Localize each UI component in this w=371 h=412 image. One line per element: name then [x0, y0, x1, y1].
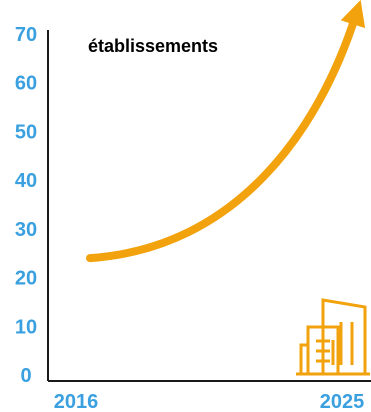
buildings-icon — [296, 298, 370, 376]
y-tick-label: 30 — [15, 219, 37, 241]
annex-building — [299, 343, 308, 374]
x-tick-label: 2025 — [320, 391, 365, 412]
y-tick-label: 10 — [15, 316, 37, 338]
y-axis-ticks: 0 10 20 30 40 50 60 70 — [15, 24, 37, 387]
y-tick-label: 70 — [15, 24, 37, 46]
y-tick-label: 20 — [15, 268, 37, 290]
y-tick-label: 60 — [15, 73, 37, 95]
y-tick-label: 50 — [15, 121, 37, 143]
front-building — [306, 325, 340, 374]
x-axis-ticks: 2016 2025 — [54, 391, 365, 412]
y-tick-label: 0 — [20, 365, 31, 387]
x-tick-label: 2016 — [54, 391, 99, 412]
series-line — [86, 0, 366, 263]
tall-building — [321, 298, 367, 374]
chart-title: établissements — [88, 36, 218, 56]
y-tick-label: 40 — [15, 170, 37, 192]
